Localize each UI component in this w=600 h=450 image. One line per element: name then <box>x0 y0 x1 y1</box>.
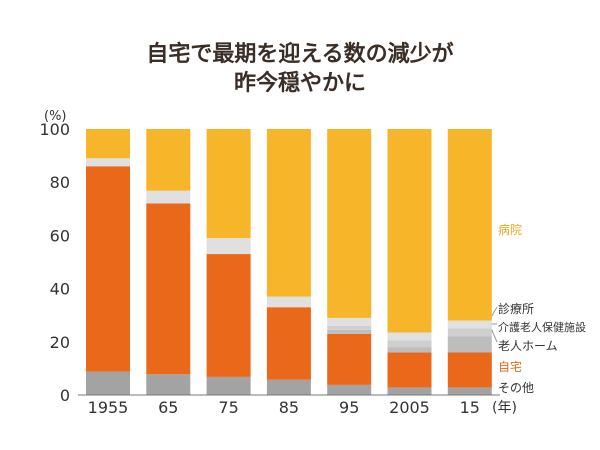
x-tick-label: 85 <box>279 398 299 417</box>
bar-segment <box>327 384 372 395</box>
legend-leader-line <box>491 329 498 343</box>
bar-segment <box>266 379 311 395</box>
y-axis-label: (%) <box>44 109 67 124</box>
bar-segment <box>266 307 311 380</box>
bar-segment <box>206 129 251 239</box>
bar-segment <box>447 336 492 353</box>
y-tick-label: 60 <box>50 226 70 245</box>
y-tick-label: 40 <box>50 280 70 299</box>
x-tick-label: 1955 <box>88 398 129 417</box>
x-tick-label: 95 <box>339 398 359 417</box>
bar-segment <box>266 129 311 297</box>
bar-segment <box>447 328 492 337</box>
bar-segment <box>447 352 492 388</box>
bar-segment <box>206 254 251 377</box>
bar-segment <box>266 296 311 308</box>
y-tick-label: 100 <box>39 120 70 139</box>
bar-segment <box>86 129 130 159</box>
bar-segment <box>146 190 191 204</box>
bar-segment <box>146 129 191 191</box>
bar-segment <box>387 387 432 395</box>
bar-segment <box>387 129 432 333</box>
y-tick-label: 80 <box>50 173 70 192</box>
y-tick-label: 20 <box>50 333 70 352</box>
x-tick-label: 2005 <box>389 398 430 417</box>
x-axis: 1955 65 75 85 95 2005 15 (年) <box>78 394 517 417</box>
bar-segment <box>206 376 251 395</box>
bar-segment <box>327 317 372 326</box>
chart-title-line-2: 昨今穏やかに <box>233 71 366 96</box>
bar-segment <box>447 129 492 321</box>
y-tick-label: 0 <box>60 386 70 405</box>
bar-segment <box>387 347 432 353</box>
x-tick-label: 65 <box>158 398 178 417</box>
y-axis: 0 20 40 60 80 100(%) <box>39 109 70 405</box>
legend-label: 診療所 <box>498 301 534 316</box>
bar-segment <box>86 158 130 167</box>
bar-segment <box>86 371 130 395</box>
bar-segment <box>447 320 492 329</box>
bar-segment <box>387 332 432 341</box>
legend-label: 介護老人保健施設 <box>498 320 586 334</box>
bar-segment <box>327 129 372 318</box>
legend-label: その他 <box>498 381 534 395</box>
x-tick-label: 75 <box>218 398 238 417</box>
bar-segment <box>146 374 191 395</box>
bar-segment <box>387 340 432 348</box>
bar-segment <box>86 166 130 372</box>
chart-title-line-1: 自宅で最期を迎える数の減少が <box>146 42 454 67</box>
bar-segment <box>206 238 251 255</box>
x-axis-label: (年) <box>492 400 517 416</box>
bar-segment <box>447 387 492 395</box>
legend-label: 自宅 <box>498 359 522 374</box>
legend-label: 老人ホーム <box>498 339 558 353</box>
x-tick-label: 15 <box>460 398 480 417</box>
legend-leader-line <box>491 306 498 317</box>
bar-segment <box>327 325 372 330</box>
bar-segment <box>387 352 432 388</box>
bars-group <box>86 129 492 395</box>
bar-segment <box>327 329 372 334</box>
legend-label: 病院 <box>498 222 522 237</box>
bar-segment <box>146 203 191 375</box>
bar-segment <box>327 333 372 385</box>
